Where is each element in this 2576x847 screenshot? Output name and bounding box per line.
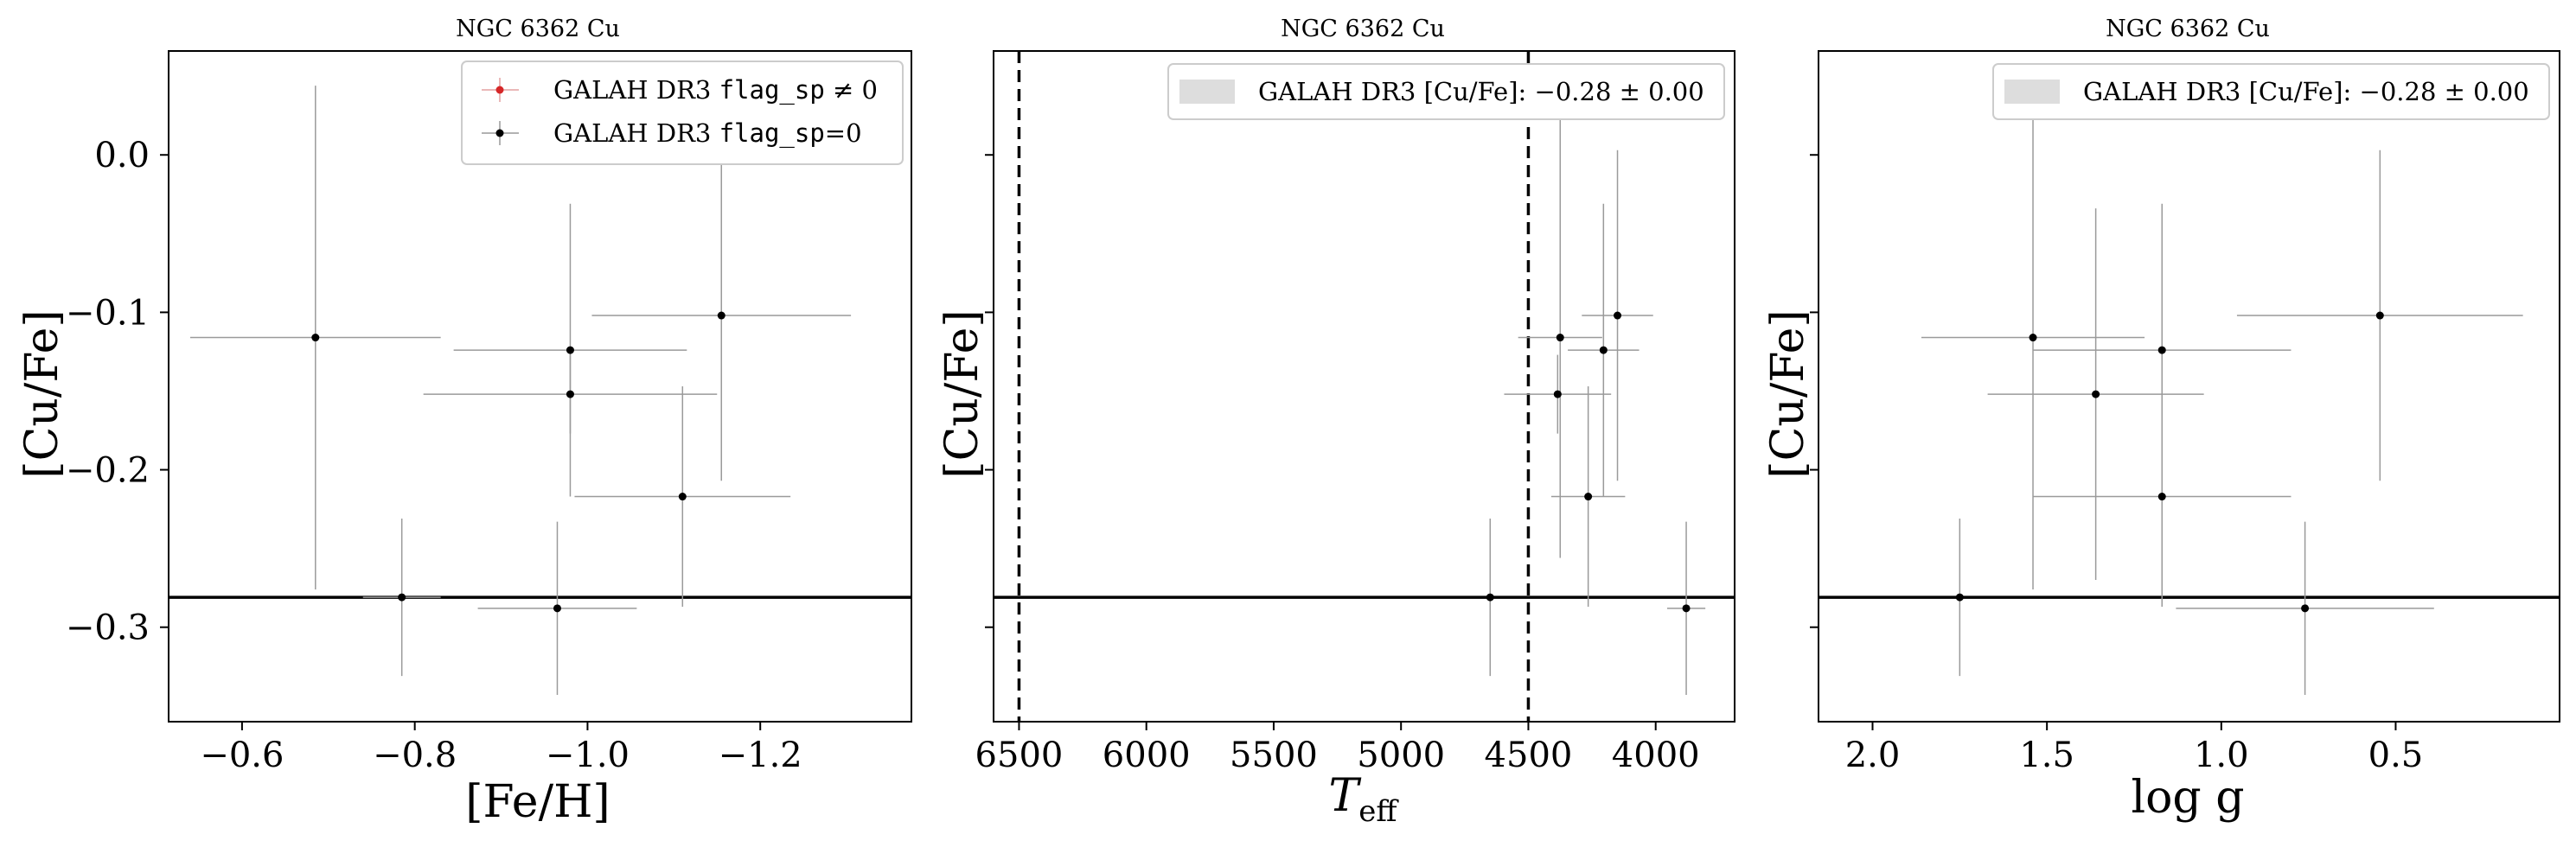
data-point bbox=[1614, 311, 1622, 320]
data-point bbox=[1486, 593, 1494, 602]
legend-red-marker bbox=[495, 86, 504, 94]
x-tick-label: 2.0 bbox=[1845, 736, 1901, 775]
panel1: −0.6 −0.8 −1.0 −1.2 0.0 −0.1 −0.2 −0.3 bbox=[66, 50, 912, 775]
legend-panel3: GALAH DR3 [Cu/Fe]: −0.28 ± 0.00 bbox=[1992, 63, 2550, 120]
panel3: 2.0 1.5 1.0 0.5 bbox=[1810, 50, 2560, 775]
legend-panel3-band-label: GALAH DR3 [Cu/Fe]: −0.28 ± 0.00 bbox=[2083, 77, 2529, 106]
data-point bbox=[1584, 493, 1593, 501]
panel2-xlabel: Teff bbox=[1329, 770, 1400, 829]
x-tick-label: 1.0 bbox=[2194, 736, 2249, 775]
y-tick-label: −0.2 bbox=[66, 451, 150, 491]
data-point bbox=[1599, 346, 1608, 354]
panel2: 6500 6000 5500 5000 4500 4000 bbox=[975, 50, 1735, 775]
legend-entry2-code: flag_sp bbox=[719, 118, 825, 149]
legend-entry-flag-zero: GALAH DR3 flag_sp=0 bbox=[553, 118, 862, 149]
panel1-ylabel: [Cu/Fe] bbox=[16, 309, 68, 478]
legend-panel2-band-swatch bbox=[1179, 80, 1235, 104]
data-point bbox=[2157, 346, 2166, 354]
x-tick-label: 5000 bbox=[1357, 736, 1445, 775]
data-point bbox=[553, 604, 561, 613]
y-tick-label: 0.0 bbox=[94, 136, 150, 175]
data-point bbox=[1955, 593, 1964, 602]
panel3-title: NGC 6362 Cu bbox=[2106, 16, 2270, 42]
axes-frame bbox=[993, 50, 1735, 723]
axes-frame bbox=[168, 50, 912, 723]
legend-panel3-box bbox=[1992, 63, 2550, 120]
x-tick-label: 4500 bbox=[1485, 736, 1573, 775]
data-point bbox=[1553, 390, 1562, 398]
data-point bbox=[2157, 493, 2166, 501]
x-tick-label: −1.2 bbox=[719, 736, 802, 775]
panel2-xlabel-main: T bbox=[1329, 770, 1362, 822]
y-tick-label: −0.1 bbox=[66, 293, 150, 333]
data-point bbox=[566, 346, 574, 354]
panel1-title: NGC 6362 Cu bbox=[456, 16, 620, 42]
panel1-xlabel: [Fe/H] bbox=[465, 776, 610, 828]
legend-entry2-suffix: =0 bbox=[825, 118, 862, 148]
axes-frame bbox=[1818, 50, 2560, 723]
x-tick-label: 0.5 bbox=[2368, 736, 2424, 775]
data-point bbox=[398, 593, 406, 602]
data-point bbox=[717, 311, 725, 320]
x-tick-label: 5500 bbox=[1230, 736, 1318, 775]
legend-black-marker bbox=[495, 129, 504, 137]
x-tick-label: 6500 bbox=[975, 736, 1064, 775]
legend-panel2: GALAH DR3 [Cu/Fe]: −0.28 ± 0.00 bbox=[1167, 63, 1725, 120]
x-tick-label: 6000 bbox=[1103, 736, 1191, 775]
data-point bbox=[1556, 334, 1564, 342]
x-tick-label: −1.0 bbox=[546, 736, 630, 775]
x-tick-label: −0.6 bbox=[200, 736, 284, 775]
panel2-title: NGC 6362 Cu bbox=[1281, 16, 1445, 42]
legend-panel1-box bbox=[461, 60, 904, 165]
panel2-xlabel-sub: eff bbox=[1358, 794, 1399, 829]
data-point bbox=[1682, 604, 1691, 613]
data-point bbox=[2092, 390, 2100, 398]
data-point bbox=[2301, 604, 2310, 613]
legend-panel2-band-label: GALAH DR3 [Cu/Fe]: −0.28 ± 0.00 bbox=[1258, 77, 1704, 106]
legend-entry2-prefix: GALAH DR3 bbox=[553, 118, 719, 148]
x-tick-label: −0.8 bbox=[373, 736, 457, 775]
data-point bbox=[678, 493, 687, 501]
data-point bbox=[566, 390, 574, 398]
data-point bbox=[2375, 311, 2384, 320]
data-point bbox=[311, 334, 320, 342]
legend-entry1-suffix: ≠ 0 bbox=[825, 75, 878, 105]
y-tick-label: −0.3 bbox=[66, 608, 150, 648]
legend-panel1: GALAH DR3 flag_sp ≠ 0 GALAH DR3 flag_sp=… bbox=[461, 60, 904, 165]
panel3-xlabel: log g bbox=[2131, 772, 2244, 824]
legend-panel3-band-swatch bbox=[2004, 80, 2060, 104]
panel3-ylabel: [Cu/Fe] bbox=[1762, 309, 1814, 478]
data-point bbox=[2029, 334, 2037, 342]
x-tick-label: 1.5 bbox=[2019, 736, 2074, 775]
panel2-ylabel: [Cu/Fe] bbox=[936, 309, 988, 478]
legend-entry-flag-nonzero: GALAH DR3 flag_sp ≠ 0 bbox=[553, 75, 878, 105]
legend-entry1-code: flag_sp bbox=[719, 75, 825, 105]
legend-panel2-box bbox=[1167, 63, 1725, 120]
x-tick-label: 4000 bbox=[1612, 736, 1700, 775]
legend-entry1-prefix: GALAH DR3 bbox=[553, 75, 719, 105]
